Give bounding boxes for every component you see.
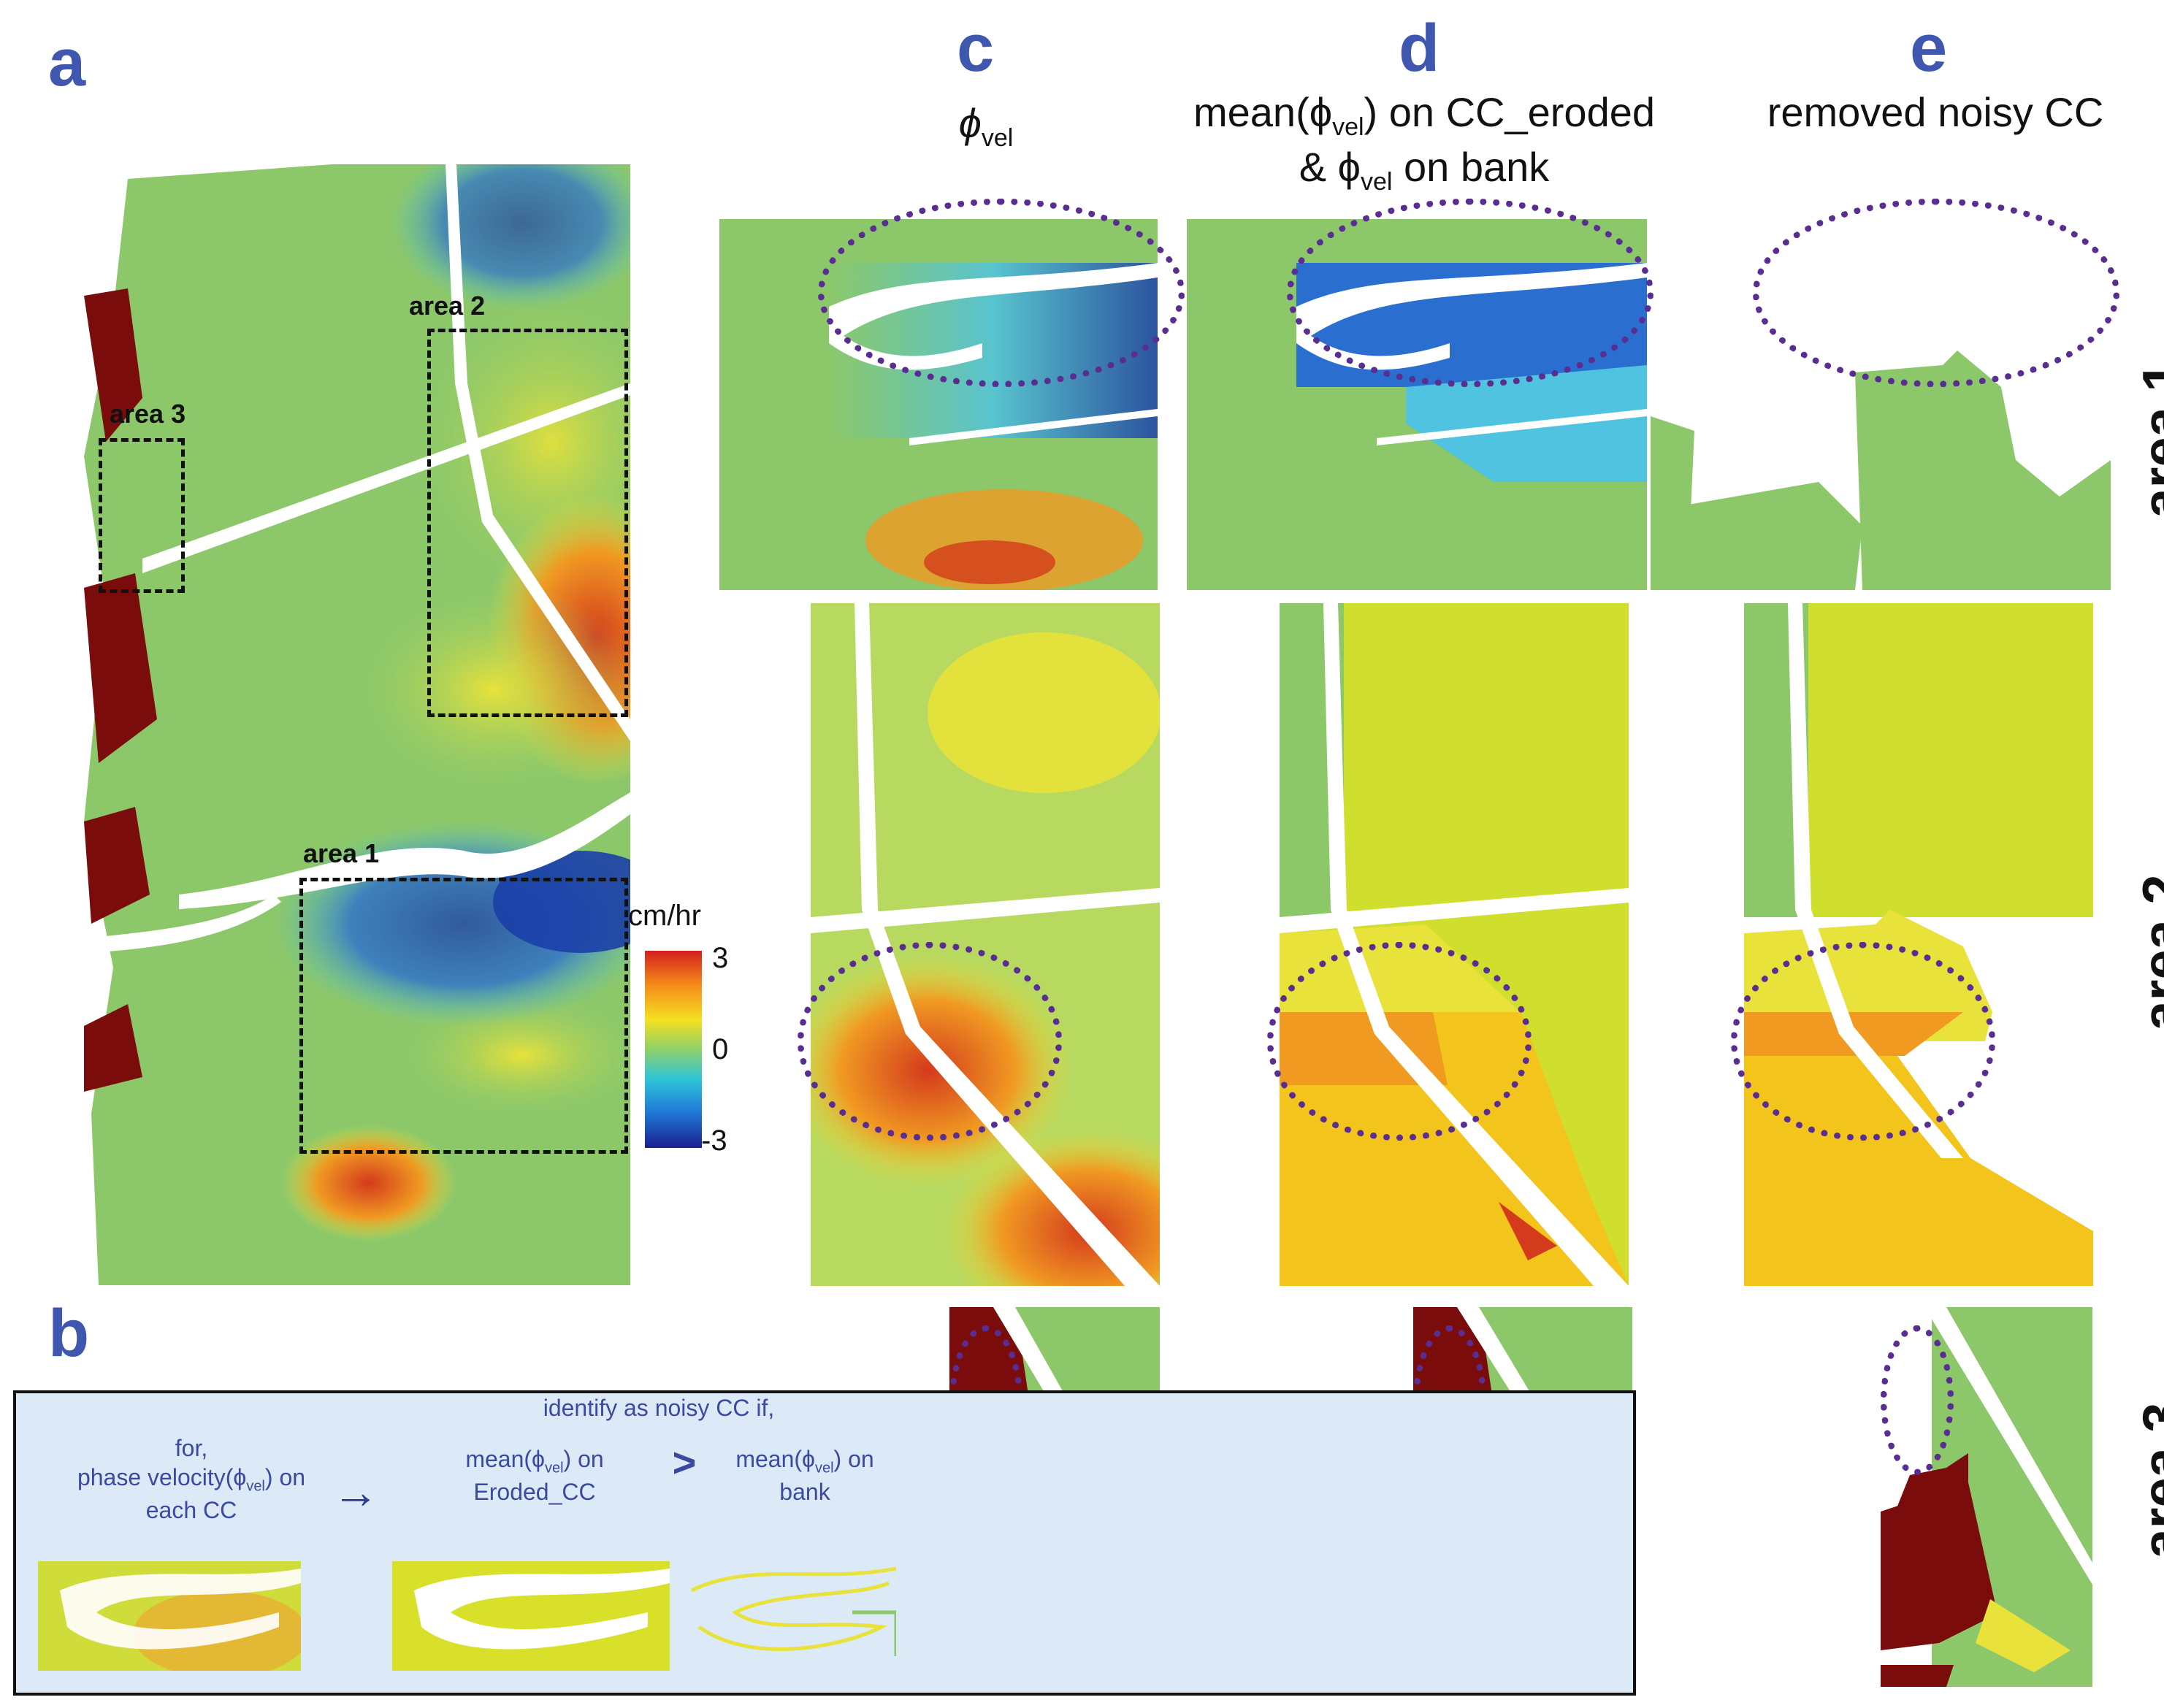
colorbar-tick-mid: 0 — [712, 1033, 729, 1065]
panel-label-b: b — [48, 1296, 90, 1371]
overview-map — [84, 164, 630, 1285]
step1-thumbnail — [38, 1561, 301, 1671]
area1-d-highlight — [1287, 199, 1653, 387]
colorbar — [645, 951, 702, 1148]
colorbar-tick-bottom: -3 — [701, 1125, 727, 1157]
area2-label: area 2 — [409, 291, 486, 321]
step3-text: mean(ϕvel) on bank — [735, 1446, 874, 1506]
area3-box — [99, 438, 185, 593]
phi-symbol: ϕ — [958, 100, 982, 146]
phi-subscript: vel — [981, 124, 1014, 153]
area2-e-map — [1744, 603, 2093, 1286]
step3-thumbnail — [690, 1566, 896, 1656]
step1-text: for, phase velocity(ϕvel) on each CC — [77, 1435, 306, 1524]
panel-label-a: a — [48, 26, 86, 100]
colorbar-unit: cm/hr — [628, 900, 701, 932]
step-arrow: → — [332, 1466, 379, 1518]
area2-d-highlight — [1267, 942, 1532, 1141]
panel-b-box: for, phase velocity(ϕvel) on each CC → i… — [13, 1390, 1636, 1696]
column-title-c: ϕvel — [913, 99, 1059, 153]
area1-c-highlight — [818, 199, 1185, 387]
row-label-area2: area 2 — [2131, 875, 2164, 1031]
panel-label-c: c — [957, 11, 995, 85]
area2-d-map — [1280, 603, 1629, 1286]
panel-label-e: e — [1910, 11, 1948, 85]
area3-e-map — [1881, 1307, 2092, 1687]
area2-box — [427, 329, 628, 717]
row-label-area3: area 3 — [2131, 1403, 2164, 1559]
overview-map-graphic — [84, 164, 630, 1285]
area3-e-graphic — [1881, 1307, 2092, 1687]
area2-c-graphic — [811, 603, 1160, 1286]
area3-label: area 3 — [110, 399, 186, 429]
column-title-d: mean(ϕvel) on CC_eroded & ϕvel on bank — [1139, 88, 1709, 197]
area2-d-graphic — [1280, 603, 1629, 1286]
area1-e-graphic — [1651, 351, 2111, 590]
area2-e-highlight — [1731, 942, 1995, 1141]
area2-c-map — [811, 603, 1160, 1286]
area1-e-highlight — [1753, 199, 2119, 387]
column-title-d-line1: mean(ϕvel) on CC_eroded — [1193, 89, 1655, 142]
column-title-e: removed noisy CC — [1767, 89, 2104, 135]
area2-c-highlight — [798, 942, 1062, 1141]
column-title-d-line2: & ϕvel on bank — [1299, 143, 1550, 196]
step2-text: mean(ϕvel) on Eroded_CC — [465, 1446, 604, 1506]
panel-label-d: d — [1399, 11, 1440, 85]
area1-label: area 1 — [303, 838, 380, 868]
area2-e-graphic — [1744, 603, 2093, 1286]
area3-e-highlight — [1881, 1325, 1954, 1475]
area1-e-map — [1651, 219, 2111, 590]
colorbar-tick-top: 3 — [712, 942, 729, 974]
area1-box — [299, 878, 628, 1154]
step2-thumbnail — [392, 1561, 670, 1671]
row-label-area1: area 1 — [2131, 362, 2164, 518]
noisy-cc-header: identify as noisy CC if, — [543, 1395, 775, 1421]
comparator: > — [672, 1439, 697, 1485]
